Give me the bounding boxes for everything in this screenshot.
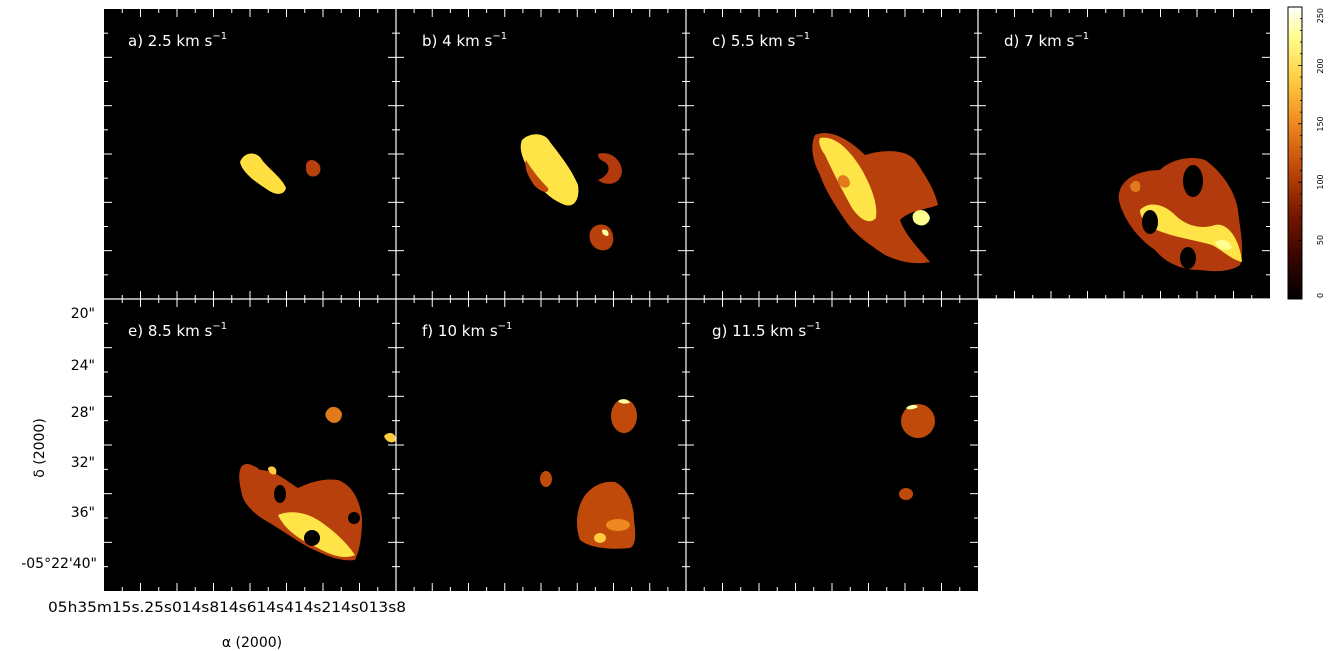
panel-f-emission bbox=[540, 399, 637, 549]
colorbar-tick-labels: 250 200 150 100 50 0 bbox=[1316, 8, 1325, 298]
emission-blob bbox=[1215, 240, 1232, 250]
colorbar-tick-label: 0 bbox=[1316, 293, 1325, 298]
emission-blob bbox=[602, 229, 609, 236]
emission-blob bbox=[240, 153, 286, 194]
y-axis-tick-labels: 20" 24" 28" 32" 36" -05°22'40" bbox=[21, 306, 97, 572]
panel-label-f: f) 10 km s−1 bbox=[422, 321, 512, 340]
emission-blob bbox=[906, 404, 918, 410]
colorbar-tick-label: 50 bbox=[1316, 235, 1325, 245]
emission-hole bbox=[274, 485, 286, 503]
emission-blob bbox=[325, 406, 342, 423]
panel-label-g: g) 11.5 km s−1 bbox=[712, 321, 821, 340]
colorbar-gradient bbox=[1287, 6, 1303, 300]
panel-d-emission bbox=[1118, 158, 1243, 272]
x-axis-tick-labels: 05h35m15s.25s014s814s614s414s214s013s8 bbox=[48, 600, 406, 616]
y-tick-label: 28" bbox=[71, 405, 95, 421]
emission-blob bbox=[577, 481, 636, 549]
emission-blob bbox=[598, 153, 622, 184]
emission-blob bbox=[618, 399, 630, 404]
emission-blob bbox=[268, 466, 277, 475]
y-tick-label: 32" bbox=[71, 455, 95, 471]
panel-labels: a) 2.5 km s−1 b) 4 km s−1 c) 5.5 km s−1 … bbox=[128, 31, 1089, 340]
emission-blob bbox=[594, 533, 606, 543]
emission-blob bbox=[838, 175, 850, 188]
emission-blob bbox=[912, 210, 930, 226]
panel-label-d: d) 7 km s−1 bbox=[1004, 31, 1089, 50]
emission-hole bbox=[1142, 210, 1158, 234]
panel-b-emission bbox=[520, 134, 622, 251]
colorbar-tick-label: 100 bbox=[1316, 174, 1325, 189]
y-tick-label: 20" bbox=[71, 306, 95, 322]
emission-blob bbox=[899, 488, 913, 500]
y-tick-label: -05°22'40" bbox=[21, 556, 97, 572]
emission-blob bbox=[606, 519, 630, 531]
emission-blob bbox=[384, 432, 396, 443]
emission-blob bbox=[306, 160, 321, 177]
colorbar-tick-label: 150 bbox=[1316, 116, 1325, 131]
y-tick-label: 24" bbox=[71, 358, 95, 374]
y-tick-label: 36" bbox=[71, 505, 95, 521]
emission-hole bbox=[1183, 165, 1203, 197]
emission-blob bbox=[1140, 204, 1242, 262]
x-axis-label: α (2000) bbox=[222, 635, 282, 651]
emission-hole bbox=[348, 512, 360, 524]
panel-a-emission bbox=[240, 153, 321, 194]
emission-blob bbox=[611, 399, 637, 433]
panel-label-e: e) 8.5 km s−1 bbox=[128, 321, 227, 340]
colorbar-tick-label: 250 bbox=[1316, 8, 1325, 23]
panel-f-bg bbox=[396, 299, 686, 591]
emission-blob bbox=[901, 404, 935, 438]
panel-c-emission bbox=[812, 132, 938, 264]
panel-g-bg bbox=[686, 299, 978, 591]
panel-tick-marks bbox=[104, 9, 1270, 591]
emission-blob bbox=[540, 471, 552, 487]
panel-g-emission bbox=[899, 404, 935, 500]
colorbar-ticks bbox=[1298, 6, 1302, 300]
panel-label-c: c) 5.5 km s−1 bbox=[712, 31, 810, 50]
panel-backgrounds bbox=[104, 9, 1270, 591]
emission-hole bbox=[1180, 247, 1196, 269]
panel-label-b: b) 4 km s−1 bbox=[422, 31, 507, 50]
emission-hole bbox=[304, 530, 320, 546]
panel-label-a: a) 2.5 km s−1 bbox=[128, 31, 227, 50]
y-axis-label: δ (2000) bbox=[32, 418, 48, 478]
colorbar: 250 200 150 100 50 0 bbox=[1287, 6, 1325, 300]
panel-e-emission bbox=[239, 406, 396, 561]
emission-blob bbox=[1130, 180, 1141, 193]
emission-blob bbox=[525, 160, 549, 192]
colorbar-tick-label: 200 bbox=[1316, 58, 1325, 73]
emission-blob bbox=[520, 134, 579, 206]
